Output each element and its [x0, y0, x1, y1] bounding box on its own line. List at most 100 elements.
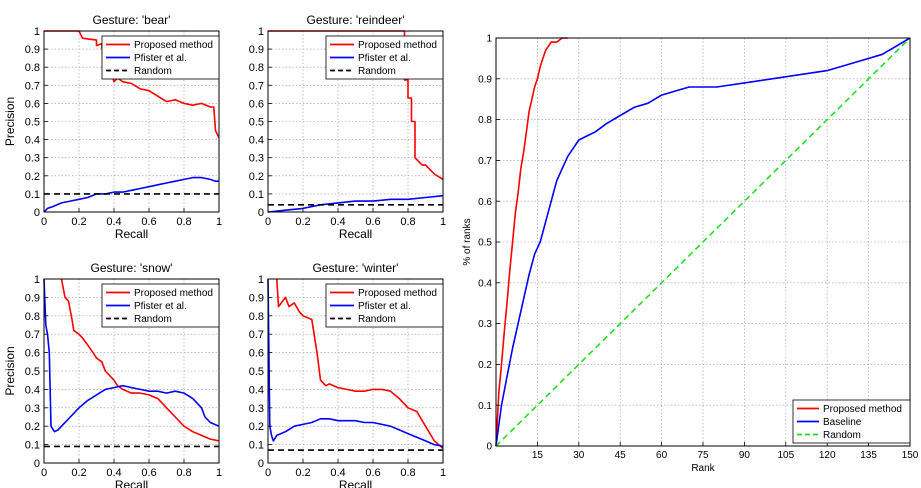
legend-entry: Pfister et al. — [134, 53, 187, 64]
x-axis-label: Recall — [339, 478, 372, 488]
x-tick-label: 0.6 — [365, 216, 380, 228]
y-tick-label: 0 — [486, 442, 492, 453]
x-tick-label: 0.8 — [400, 216, 415, 228]
x-tick-label: 0.2 — [295, 467, 310, 479]
y-tick-label: 0.8 — [478, 115, 492, 126]
series-line-proposed-method — [495, 37, 568, 447]
legend-entry: Proposed method — [134, 288, 213, 299]
y-tick-label: 0.3 — [249, 153, 264, 165]
x-tick-label: 0 — [265, 467, 271, 479]
x-tick-label: 135 — [860, 450, 877, 461]
y-tick-label: 0.7 — [25, 80, 40, 92]
y-tick-label: 0.8 — [25, 311, 40, 323]
x-tick-label: 0 — [41, 216, 47, 228]
y-tick-label: 0.3 — [25, 403, 40, 415]
y-tick-label: 1 — [34, 274, 40, 286]
y-tick-label: 0.9 — [249, 292, 264, 304]
y-tick-label: 0.6 — [25, 348, 40, 360]
y-tick-label: 0 — [258, 458, 264, 470]
y-tick-label: 0.8 — [25, 62, 40, 74]
chart-title: Gesture: 'snow' — [91, 261, 173, 275]
series-line-baseline — [495, 37, 911, 447]
legend-entry: Baseline — [823, 417, 862, 428]
x-tick-label: 0.4 — [106, 467, 121, 479]
y-axis-label: % of ranks — [462, 218, 473, 265]
series-line-pfister-et-al- — [267, 194, 444, 213]
series-line-pfister-et-al- — [43, 176, 219, 213]
x-axis-label: Recall — [339, 227, 372, 241]
y-tick-label: 0.7 — [249, 80, 264, 92]
x-tick-label: 75 — [697, 450, 709, 461]
y-tick-label: 0.4 — [249, 384, 264, 396]
y-tick-label: 0.9 — [478, 74, 492, 85]
y-tick-label: 0.9 — [249, 44, 264, 56]
x-tick-label: 0 — [265, 216, 271, 228]
y-tick-label: 0.4 — [25, 135, 40, 147]
y-tick-label: 0.8 — [249, 311, 264, 323]
legend-entry: Proposed method — [823, 404, 902, 415]
x-tick-label: 90 — [739, 450, 751, 461]
y-tick-label: 0.2 — [249, 421, 264, 433]
x-axis-label: Recall — [115, 478, 148, 488]
x-axis-label: Rank — [691, 463, 715, 474]
y-tick-label: 0.7 — [478, 156, 492, 167]
chart-title: Gesture: 'bear' — [93, 13, 171, 27]
y-tick-label: 0.1 — [25, 189, 40, 201]
y-tick-label: 0.3 — [25, 153, 40, 165]
legend-entry: Pfister et al. — [134, 301, 187, 312]
x-tick-label: 0.8 — [400, 467, 415, 479]
y-tick-label: 1 — [258, 274, 264, 286]
legend-entry: Pfister et al. — [358, 301, 411, 312]
series-line-pfister-et-al- — [267, 278, 444, 448]
legend-entry: Pfister et al. — [358, 53, 411, 64]
series-line-proposed-method — [276, 278, 444, 449]
y-tick-label: 0.7 — [25, 329, 40, 341]
legend-entry: Proposed method — [134, 40, 213, 51]
series-line-pfister-et-al- — [43, 278, 220, 433]
x-tick-label: 0.2 — [71, 216, 86, 228]
legend-entry: Proposed method — [358, 288, 437, 299]
legend-entry: Random — [358, 314, 396, 325]
y-tick-label: 0.6 — [249, 348, 264, 360]
series-line-random — [495, 37, 911, 447]
y-tick-label: 1 — [486, 34, 492, 45]
y-tick-label: 0.4 — [249, 135, 264, 147]
y-tick-label: 0.8 — [249, 62, 264, 74]
y-tick-label: 0.9 — [25, 292, 40, 304]
y-axis-label: Precision — [3, 97, 17, 146]
y-tick-label: 0.5 — [25, 116, 40, 128]
legend-entry: Random — [134, 66, 172, 77]
y-tick-label: 0.6 — [25, 98, 40, 110]
y-tick-label: 0.2 — [25, 421, 40, 433]
x-tick-label: 30 — [573, 450, 585, 461]
y-tick-label: 0 — [34, 458, 40, 470]
y-tick-label: 0.1 — [25, 440, 40, 452]
x-tick-label: 0.6 — [365, 467, 380, 479]
y-tick-label: 0.5 — [249, 366, 264, 378]
y-tick-label: 0 — [258, 207, 264, 219]
y-tick-label: 0.7 — [249, 329, 264, 341]
x-tick-label: 120 — [819, 450, 836, 461]
x-tick-label: 0.6 — [141, 216, 156, 228]
x-tick-label: 1 — [440, 216, 446, 228]
legend-entry: Random — [358, 66, 396, 77]
y-tick-label: 0.6 — [478, 197, 492, 208]
x-tick-label: 0 — [41, 467, 47, 479]
x-tick-label: 0.6 — [141, 467, 156, 479]
x-tick-label: 0.2 — [295, 216, 310, 228]
legend-entry: Random — [823, 430, 861, 441]
y-tick-label: 0.3 — [249, 403, 264, 415]
x-tick-label: 0.4 — [330, 467, 345, 479]
y-tick-label: 0.4 — [478, 278, 492, 289]
y-tick-label: 0.6 — [249, 98, 264, 110]
x-tick-label: 1 — [216, 216, 222, 228]
y-tick-label: 0.5 — [249, 116, 264, 128]
y-tick-label: 0.1 — [478, 401, 492, 412]
y-tick-label: 0.2 — [249, 171, 264, 183]
x-tick-label: 1 — [216, 467, 222, 479]
y-tick-label: 0.3 — [478, 319, 492, 330]
legend-entry: Proposed method — [358, 40, 437, 51]
legend-entry: Random — [134, 314, 172, 325]
y-tick-label: 0.4 — [25, 384, 40, 396]
